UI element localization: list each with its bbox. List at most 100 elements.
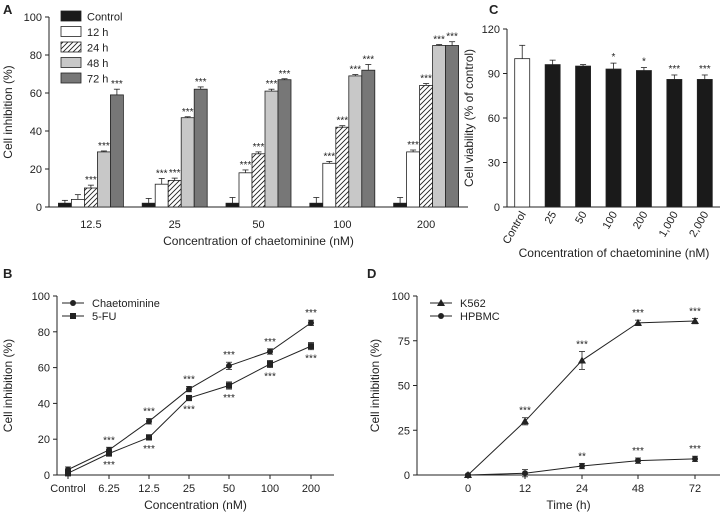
a-bar: [225, 202, 240, 208]
a-y-axis-label: Cell inhibition (%): [1, 65, 15, 158]
d-ytick-label: 25: [398, 425, 410, 437]
a-bar: [393, 202, 408, 208]
a-bar: [238, 172, 253, 208]
b-xtick-label: 50: [223, 483, 235, 495]
c-bar: [575, 65, 591, 208]
a-bar: [180, 117, 195, 208]
c-xtick-label: 25: [543, 210, 560, 227]
a-ytick-label: 60: [30, 88, 42, 100]
b-ytick-label: 60: [38, 363, 50, 375]
b-x-axis-label: Concentration (nM): [144, 498, 247, 512]
a-xtick-label: 100: [333, 219, 351, 231]
a-legend-swatch: [60, 26, 82, 37]
b-xtick-label: 25: [183, 483, 195, 495]
a-legend-swatch: [60, 41, 82, 53]
a-significance-label: ***: [433, 35, 445, 46]
a-xtick-label: 50: [252, 219, 264, 231]
c-ytick-label: 30: [488, 158, 500, 170]
c-xtick-label: Control: [501, 210, 529, 247]
a-legend-swatch: [60, 10, 82, 22]
c-xtick-label: 100: [601, 210, 621, 232]
a-xtick-label: 25: [169, 219, 181, 231]
svg-text:A: A: [3, 2, 13, 17]
d-ytick-label: 100: [392, 291, 410, 303]
a-bar: [432, 45, 447, 208]
b-xtick-label: Control: [50, 483, 85, 495]
d-legend-label: K562: [460, 298, 486, 310]
d-data-point: [692, 455, 698, 462]
a-bar: [193, 88, 208, 208]
b-legend-marker: [70, 300, 76, 306]
d-legend-marker: [437, 299, 445, 306]
a-ytick-label: 20: [30, 164, 42, 176]
d-ytick-label: 50: [398, 381, 410, 393]
b-data-point: [146, 418, 152, 425]
a-significance-label: ***: [349, 65, 361, 76]
c-ytick-label: 90: [488, 69, 500, 81]
a-significance-label: ***: [182, 107, 194, 118]
b-significance-label: ***: [183, 374, 195, 385]
a-bar: [154, 183, 169, 208]
a-bar: [167, 179, 182, 208]
c-significance-label: ***: [699, 64, 711, 75]
d-data-point: [465, 472, 471, 478]
a-bar: [361, 69, 376, 208]
svg-text:B: B: [3, 266, 12, 281]
a-legend-swatch: [60, 57, 82, 68]
a-significance-label: ***: [240, 160, 252, 171]
a-significance-label: ***: [98, 141, 110, 152]
c-xtick-label: 200: [631, 210, 651, 232]
b-data-point: [226, 362, 232, 369]
a-significance-label: ***: [169, 168, 181, 179]
d-data-point: [578, 356, 586, 364]
b-y-axis-label: Cell inhibition (%): [1, 339, 15, 432]
d-significance-label: ***: [632, 446, 644, 457]
d-significance-label: ***: [519, 406, 531, 417]
b-significance-label: ***: [183, 405, 195, 416]
b-xtick-label: 200: [302, 483, 320, 495]
a-bar: [71, 198, 85, 208]
d-significance-label: ***: [689, 306, 701, 317]
b-significance-label: ***: [103, 460, 115, 471]
b-data-point: [267, 361, 273, 368]
c-significance-label: ***: [669, 64, 681, 75]
d-legend-label: HPBMC: [460, 311, 500, 323]
d-xtick-label: 48: [632, 483, 644, 495]
c-y-axis-label: Cell viability (% of control): [462, 49, 476, 187]
b-data-point: [308, 343, 314, 350]
b-data-point: [226, 382, 232, 389]
d-data-point: [634, 318, 642, 326]
b-data-point: [308, 319, 314, 326]
svg-text:D: D: [367, 266, 376, 281]
b-data-point: [146, 434, 152, 441]
a-legend: Control 12 h 24 h 48 h 72 h: [60, 10, 122, 86]
a-significance-label: ***: [407, 140, 419, 151]
c-bar: [666, 79, 683, 208]
b-significance-label: ***: [143, 444, 155, 455]
d-ytick-label: 0: [404, 470, 410, 482]
d-xtick-label: 24: [576, 483, 588, 495]
b-ytick-label: 20: [38, 434, 50, 446]
c-bar: [514, 58, 531, 208]
a-bar: [322, 162, 337, 208]
b-data-point: [65, 470, 71, 477]
b-xtick-label: 12.5: [138, 483, 159, 495]
b-significance-label: ***: [305, 308, 317, 319]
d-data-point: [635, 457, 641, 464]
a-legend-label: 72 h: [87, 74, 108, 86]
a-significance-label: ***: [420, 74, 432, 85]
d-significance-label: ***: [689, 444, 701, 455]
b-legend-label: Chaetominine: [92, 298, 160, 310]
c-xtick-label: 50: [573, 210, 590, 227]
c-significance-label: *: [612, 52, 616, 63]
b-data-point: [106, 450, 112, 457]
a-significance-label: ***: [266, 79, 278, 90]
a-bar: [97, 151, 111, 208]
a-significance-label: ***: [323, 151, 335, 162]
b-data-point: [267, 348, 273, 355]
svg-text:C: C: [489, 2, 499, 17]
a-bar: [348, 75, 363, 208]
b-data-point: [186, 386, 192, 393]
